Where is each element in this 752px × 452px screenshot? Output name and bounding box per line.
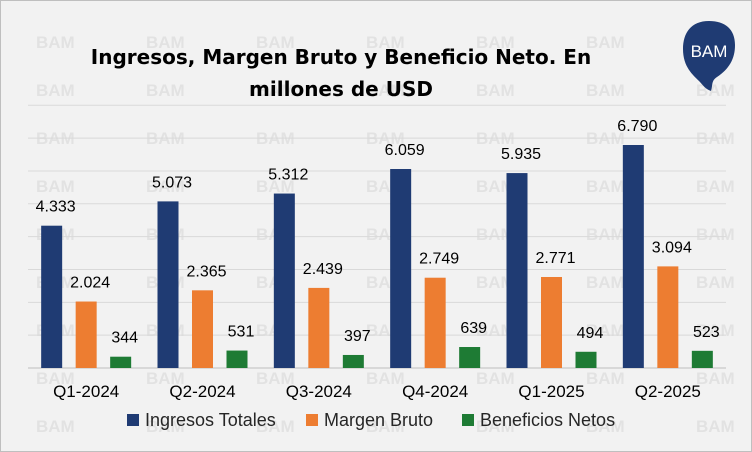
data-label-ingresos-totales: 6.790 — [617, 118, 657, 135]
watermark-text: BAM — [696, 369, 735, 388]
data-label-beneficios-netos: 494 — [577, 325, 604, 342]
watermark-text: BAM — [476, 177, 515, 196]
data-label-beneficios-netos: 344 — [111, 330, 138, 347]
watermark-text: BAM — [696, 177, 735, 196]
legend-label: Margen Bruto — [324, 409, 434, 430]
legend-item-ingresos: Ingresos Totales — [127, 408, 276, 432]
watermark-text: BAM — [696, 273, 735, 292]
watermark-text: BAM — [256, 81, 295, 100]
legend-swatch — [306, 414, 318, 426]
watermark-text: BAM — [256, 369, 295, 388]
data-label-ingresos-totales: 5.935 — [501, 146, 541, 163]
watermark-text: BAM — [476, 33, 515, 52]
legend-item-margen: Margen Bruto — [306, 408, 433, 432]
chart-title: Ingresos, Margen Bruto y Beneficio Neto.… — [90, 45, 592, 101]
x-tick-label: Q1-2024 — [53, 382, 119, 401]
watermark-text: BAM — [36, 33, 75, 52]
watermark-text: BAM — [256, 417, 295, 436]
watermark-text: BAM — [146, 417, 185, 436]
watermark-text: BAM — [586, 81, 625, 100]
watermark-text: BAM — [256, 33, 295, 52]
bar-ingresos-totales — [273, 193, 295, 368]
bar-margen-bruto — [424, 277, 446, 368]
bar-beneficios-netos — [459, 347, 481, 368]
data-label-beneficios-netos: 531 — [228, 324, 255, 341]
legend-item-beneficios: Beneficios Netos — [462, 408, 615, 432]
data-label-ingresos-totales: 6.059 — [385, 142, 425, 159]
bar-ingresos-totales — [506, 173, 528, 368]
bar-beneficios-netos — [575, 351, 597, 368]
x-tick-label: Q2-2025 — [635, 382, 701, 401]
watermark-text: BAM — [586, 273, 625, 292]
bar-ingresos-totales — [390, 169, 412, 368]
legend-label: Ingresos Totales — [145, 409, 276, 430]
x-tick-label: Q3-2024 — [286, 382, 352, 401]
watermark-text: BAM — [146, 33, 185, 52]
watermark-text: BAM — [476, 225, 515, 244]
watermark-text: BAM — [366, 369, 405, 388]
watermark-text: BAM — [476, 369, 515, 388]
bar-beneficios-netos — [691, 350, 713, 368]
x-tick-label: Q2-2024 — [169, 382, 235, 401]
watermark-text: BAM — [146, 177, 185, 196]
data-label-margen-bruto: 3.094 — [652, 239, 692, 256]
data-label-margen-bruto: 2.024 — [70, 275, 110, 292]
watermark-text: BAM — [476, 417, 515, 436]
watermark-text: BAM — [696, 225, 735, 244]
bar-ingresos-totales — [622, 145, 644, 368]
data-label-margen-bruto: 2.749 — [419, 251, 459, 268]
data-label-margen-bruto: 2.771 — [535, 250, 575, 267]
bar-margen-bruto — [75, 301, 97, 368]
bar-beneficios-netos — [226, 350, 248, 368]
x-tick-label: Q1-2025 — [518, 382, 584, 401]
watermark-text: BAM — [586, 33, 625, 52]
watermark-text: BAM — [696, 417, 735, 436]
data-label-beneficios-netos: 397 — [344, 328, 371, 345]
data-label-ingresos-totales: 4.333 — [36, 199, 76, 216]
bar-beneficios-netos — [110, 356, 132, 368]
watermark-text: BAM — [36, 177, 75, 196]
bar-ingresos-totales — [157, 201, 179, 368]
bar-margen-bruto — [192, 290, 213, 368]
data-label-ingresos-totales: 5.312 — [268, 167, 308, 184]
watermark-text: BAM — [36, 417, 75, 436]
legend-label: Beneficios Netos — [480, 409, 616, 430]
data-label-ingresos-totales: 5.073 — [152, 174, 192, 191]
watermark-text: BAM — [586, 225, 625, 244]
watermark-text: BAM — [36, 369, 75, 388]
watermark-text: BAM — [256, 177, 295, 196]
watermark-text: BAM — [476, 273, 515, 292]
x-tick-label: Q4-2024 — [402, 382, 468, 401]
watermark-text: BAM — [146, 81, 185, 100]
watermark-text: BAM — [366, 33, 405, 52]
data-label-margen-bruto: 2.365 — [186, 263, 226, 280]
bar-beneficios-netos — [342, 354, 364, 368]
bar-margen-bruto — [308, 287, 330, 368]
watermark-text: BAM — [146, 369, 185, 388]
watermark-text: BAM — [36, 81, 75, 100]
watermark-text: BAM — [476, 81, 515, 100]
logo-text: BAM — [691, 42, 728, 61]
data-label-beneficios-netos: 639 — [460, 320, 487, 337]
watermark-text: BAM — [366, 417, 405, 436]
bar-margen-bruto — [657, 266, 679, 368]
watermark-text: BAM — [586, 177, 625, 196]
data-label-beneficios-netos: 523 — [693, 324, 720, 341]
bar-margen-bruto — [541, 276, 562, 368]
data-label-margen-bruto: 2.439 — [303, 261, 343, 278]
watermark-text: BAM — [586, 369, 625, 388]
bam-logo: BAM — [683, 21, 735, 91]
bar-ingresos-totales — [41, 225, 63, 368]
watermark-text: BAM — [366, 81, 405, 100]
watermark-text: BAM — [586, 417, 625, 436]
legend-swatch — [127, 414, 139, 426]
legend-swatch — [462, 414, 474, 426]
